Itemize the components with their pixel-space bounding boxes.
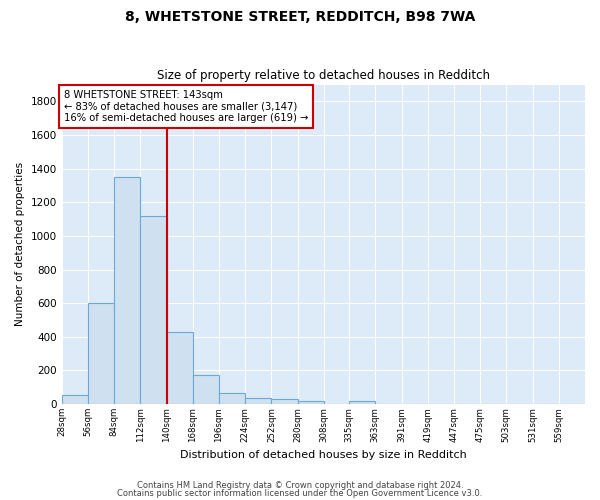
Bar — [114, 177, 140, 404]
Bar — [245, 398, 271, 404]
Bar — [88, 303, 114, 404]
Bar — [62, 395, 88, 404]
Bar — [193, 374, 219, 404]
Text: 8, WHETSTONE STREET, REDDITCH, B98 7WA: 8, WHETSTONE STREET, REDDITCH, B98 7WA — [125, 10, 475, 24]
Bar — [219, 393, 245, 404]
Text: 8 WHETSTONE STREET: 143sqm
← 83% of detached houses are smaller (3,147)
16% of s: 8 WHETSTONE STREET: 143sqm ← 83% of deta… — [64, 90, 308, 123]
Title: Size of property relative to detached houses in Redditch: Size of property relative to detached ho… — [157, 69, 490, 82]
Y-axis label: Number of detached properties: Number of detached properties — [15, 162, 25, 326]
Bar — [298, 401, 324, 404]
Bar — [271, 399, 298, 404]
Text: Contains public sector information licensed under the Open Government Licence v3: Contains public sector information licen… — [118, 488, 482, 498]
Bar — [349, 400, 375, 404]
X-axis label: Distribution of detached houses by size in Redditch: Distribution of detached houses by size … — [180, 450, 467, 460]
Text: Contains HM Land Registry data © Crown copyright and database right 2024.: Contains HM Land Registry data © Crown c… — [137, 481, 463, 490]
Bar — [140, 216, 167, 404]
Bar — [167, 332, 193, 404]
